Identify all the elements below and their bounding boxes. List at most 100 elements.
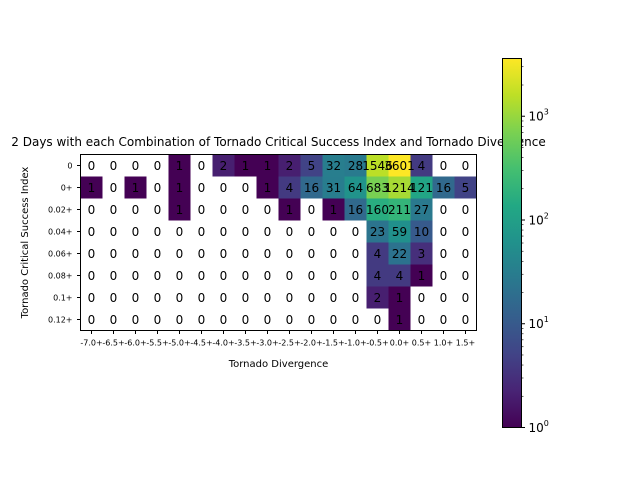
cell-value-label: 0 xyxy=(264,269,272,283)
heatmap-cell xyxy=(410,154,433,177)
cell-value-label: 0 xyxy=(132,313,140,327)
heatmap-cell xyxy=(388,308,411,331)
cell-value-label: 32 xyxy=(326,159,341,173)
heatmap-cell xyxy=(344,154,367,177)
heatmap-cell xyxy=(410,176,433,199)
cell-value-label: 0 xyxy=(440,313,448,327)
y-tick-label: 0.08+ xyxy=(48,272,73,281)
heatmap-cell xyxy=(300,154,323,177)
cell-value-label: 0 xyxy=(242,291,250,305)
cell-value-label: 23 xyxy=(370,225,385,239)
heatmap-cell xyxy=(454,176,477,199)
cell-value-label: 0 xyxy=(308,269,316,283)
heatmap-cell xyxy=(168,154,191,177)
heatmap-cell xyxy=(322,198,345,221)
cell-value-label: 0 xyxy=(330,247,338,261)
cell-value-label: 0 xyxy=(110,313,118,327)
heatmap-cell xyxy=(80,176,103,199)
cell-value-label: 59 xyxy=(392,225,407,239)
cell-value-label: 1214 xyxy=(384,181,415,195)
cell-value-label: 0 xyxy=(264,291,272,305)
x-tick-label: -5.0+ xyxy=(168,339,190,348)
cell-value-label: 0 xyxy=(462,159,470,173)
cell-value-label: 0 xyxy=(242,313,250,327)
heatmap-cell xyxy=(366,176,389,199)
x-tick-label: -3.0+ xyxy=(256,339,278,348)
cell-value-label: 0 xyxy=(286,291,294,305)
cell-value-label: 4 xyxy=(374,269,382,283)
cell-value-label: 0 xyxy=(198,247,206,261)
cell-value-label: 28 xyxy=(348,159,363,173)
cell-value-label: 0 xyxy=(308,291,316,305)
x-tick-label: 0.5+ xyxy=(412,339,431,348)
cell-value-label: 0 xyxy=(88,159,96,173)
x-axis-ticks: -7.0+ -6.5+ -6.0+ -5.5+ -5.0+ -4.5+ -4.0+ -3.5+… xyxy=(80,330,475,348)
colorbar-tick-label: 101 xyxy=(529,315,549,331)
cell-value-label: 1546 xyxy=(362,159,393,173)
cell-value-label: 2 xyxy=(220,159,228,173)
x-tick-label: 1.0+ xyxy=(434,339,453,348)
x-axis-label: Tornado Divergence xyxy=(228,359,329,370)
cell-value-label: 0 xyxy=(110,159,118,173)
cell-value-label: 0 xyxy=(198,269,206,283)
heatmap-cell xyxy=(366,220,389,243)
y-axis-ticks: 0 0+ 0.02+ 0.04+ 0.06+ 0.08+ 0.1+ 0.12+ xyxy=(48,162,81,325)
cell-value-label: 0 xyxy=(132,159,140,173)
heatmap-cells xyxy=(80,154,477,331)
cell-value-label: 0 xyxy=(88,225,96,239)
x-tick-label: -3.5+ xyxy=(234,339,256,348)
cell-value-label: 0 xyxy=(198,291,206,305)
colorbar-tick-label: 100 xyxy=(529,419,549,435)
cell-value-label: 0 xyxy=(176,269,184,283)
heatmap-cell xyxy=(388,154,411,177)
x-tick-label: -2.5+ xyxy=(278,339,300,348)
cell-value-label: 0 xyxy=(154,225,162,239)
cell-value-label: 0 xyxy=(110,203,118,217)
chart-title: 2 Days with each Combination of Tornado … xyxy=(11,135,545,149)
heatmap-cell xyxy=(366,242,389,265)
cell-value-label: 4 xyxy=(396,269,404,283)
cell-value-label: 0 xyxy=(286,247,294,261)
y-tick-label: 0.12+ xyxy=(48,316,73,325)
cell-value-label: 0 xyxy=(198,203,206,217)
cell-value-label: 0 xyxy=(330,313,338,327)
cell-value-label: 0 xyxy=(242,269,250,283)
cell-value-label: 0 xyxy=(440,269,448,283)
cell-value-label: 10 xyxy=(414,225,429,239)
x-tick-label: -1.0+ xyxy=(344,339,366,348)
x-tick-label: -4.0+ xyxy=(212,339,234,348)
x-tick-label: -6.0+ xyxy=(124,339,146,348)
heatmap-cell xyxy=(256,154,279,177)
cell-value-label: 0 xyxy=(440,203,448,217)
cell-value-label: 1 xyxy=(176,181,184,195)
cell-value-label: 0 xyxy=(330,291,338,305)
cell-value-label: 0 xyxy=(220,313,228,327)
heatmap-cell xyxy=(322,154,345,177)
cell-value-label: 2 xyxy=(286,159,294,173)
plot-frame xyxy=(80,154,477,331)
cell-value-label: 1 xyxy=(176,203,184,217)
cell-value-label: 0 xyxy=(154,269,162,283)
cell-value-label: 0 xyxy=(462,247,470,261)
cell-value-label: 16 xyxy=(436,181,451,195)
heatmap-cell xyxy=(322,176,345,199)
cell-value-label: 0 xyxy=(374,313,382,327)
heatmap-cell xyxy=(168,176,191,199)
cell-value-label: 0 xyxy=(220,291,228,305)
cell-value-label: 160 xyxy=(366,203,389,217)
cell-value-label: 0 xyxy=(264,313,272,327)
cell-value-label: 0 xyxy=(352,269,360,283)
cell-value-label: 0 xyxy=(132,247,140,261)
cell-value-label: 0 xyxy=(352,313,360,327)
cell-value-label: 0 xyxy=(198,313,206,327)
heatmap-cell xyxy=(388,286,411,309)
x-tick-label: -4.5+ xyxy=(190,339,212,348)
cell-value-label: 0 xyxy=(418,313,426,327)
cell-value-label: 0 xyxy=(132,291,140,305)
cell-value-label: 1 xyxy=(418,269,426,283)
cell-value-label: 0 xyxy=(88,291,96,305)
cell-value-label: 0 xyxy=(110,225,118,239)
cell-value-label: 0 xyxy=(154,203,162,217)
heatmap-cell xyxy=(388,176,411,199)
